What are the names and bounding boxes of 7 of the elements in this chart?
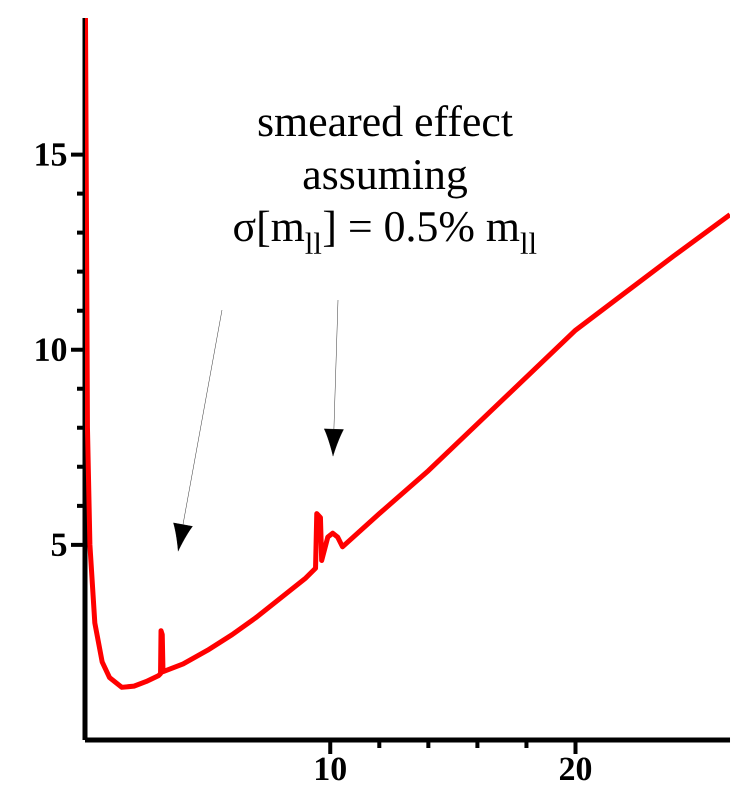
y-tick-label: 10	[36, 338, 66, 362]
annotation: σ[m$_{ll}$] = 0.5% m$_{ll}$	[234, 210, 536, 254]
annotation: smeared effect	[258, 105, 513, 136]
x-tick-label: 20	[560, 758, 591, 780]
y-tick-label: 15	[36, 143, 66, 166]
annotation: assuming	[304, 160, 467, 198]
y-tick-label: 5	[52, 534, 66, 556]
